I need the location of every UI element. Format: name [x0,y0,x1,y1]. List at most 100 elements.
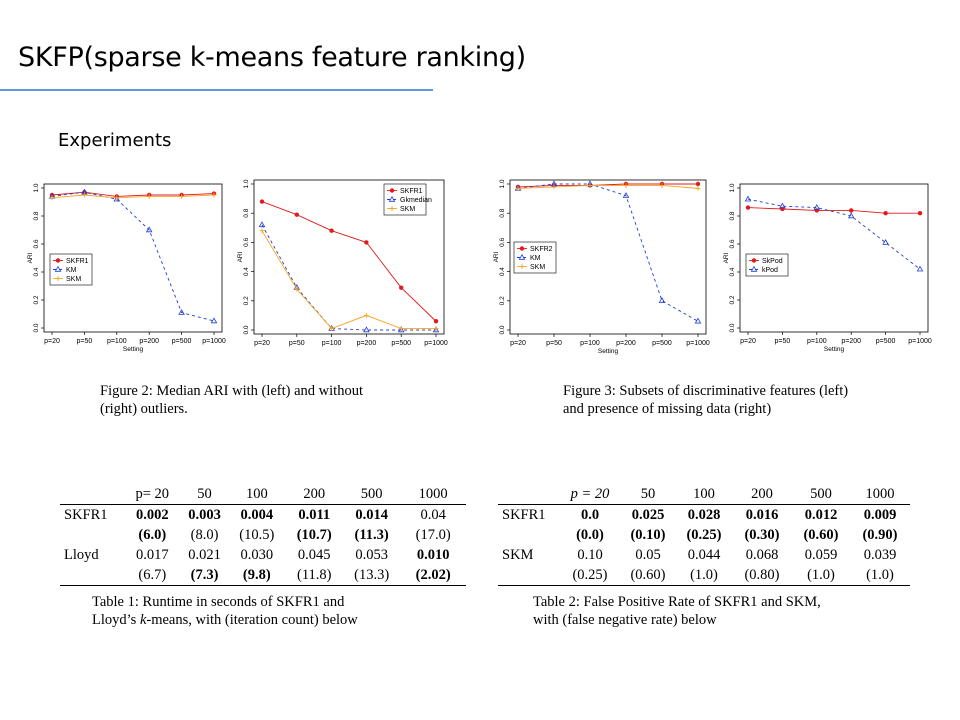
data-point [883,211,888,216]
table-cell: 0.059 [804,546,838,563]
table-header-cell: 500 [360,485,383,502]
figure2-caption: Figure 2: Median ARI with (left) and wit… [100,382,363,418]
legend-label: SKM [66,276,81,283]
series-skm [49,192,217,201]
x-tick-label: p=1000 [424,340,448,347]
data-point [916,265,924,272]
y-tick-label: 1.0 [33,183,40,192]
table-row: SKFR1 0.002 0.003 0.004 0.011 0.014 0.04 [60,505,466,526]
table-row-label: Lloyd [64,546,99,563]
table-header-cell [60,484,124,505]
table-cell: (11.3) [354,526,389,543]
table-row-label: SKM [502,546,534,563]
legend-box [383,183,427,216]
table-cell: (9.8) [242,566,271,583]
y-tick-label: 0.2 [33,295,40,304]
table1-caption-line2-a: Lloyd’s [92,612,140,628]
legend-marker [519,246,525,251]
y-tick-label: 0.0 [499,325,506,334]
table-cell: 0.004 [240,506,274,523]
table-row-label: SKFR1 [502,506,546,523]
chart-fig3-left: 0.0 0.2 0.4 0.6 0.8 1.0 ARI p=20 p=50 p=100 p=200 p… [490,172,712,362]
legend-marker [55,276,61,281]
chart-legend: SKFR1 Gkmedian SKM [383,183,432,216]
figure2-caption-line2: (right) outliers. [100,401,188,417]
data-point [658,297,666,303]
data-point [695,185,701,191]
data-point [849,208,854,213]
table-header-cell: 100 [245,485,268,502]
legend-marker [54,265,62,272]
legend-label: SKFR1 [66,258,89,265]
table-cell: (0.80) [744,566,780,583]
data-point [814,208,819,213]
table2-caption: Table 2: False Positive Rate of SKFR1 an… [533,593,821,629]
y-axis-label: ARI [27,252,34,263]
series-line [261,230,436,330]
table-header-cell: 1000 [865,485,895,502]
figure2-caption-line1: Figure 2: Median ARI with (left) and wit… [100,383,363,399]
x-tick-label: p=100 [322,340,342,347]
table-runtime-body: SKFR1 0.002 0.003 0.004 0.011 0.014 0.04 (6.0)(… [60,505,466,586]
y-tick-label: 0.4 [33,267,40,276]
legend-marker [389,188,395,193]
series-line [51,194,215,199]
data-point [398,326,404,332]
chart-legend: SkPod kPod [745,253,789,277]
table-cell: (0.25) [572,566,608,583]
data-point [258,221,266,228]
series-line [747,207,920,214]
x-tick-label: p=500 [652,340,672,347]
legend-marker [519,264,525,269]
y-tick-label: 0.8 [729,211,736,220]
x-tick-label: p=200 [357,340,377,347]
table-row-label [60,565,124,586]
table-cell: 0.012 [804,506,838,523]
table-row-label [498,525,560,545]
chart-fig2-right-svg: 0.0 0.2 0.4 0.6 0.8 1.0 ARI p=20 p=50 p=100 p=200 p… [237,179,448,347]
plot-frame [43,183,223,333]
table-cell: (11.8) [296,566,332,583]
table-runtime-header: p= 20 50 100 200 500 1000 [60,484,466,505]
y-tick-label: 0.0 [33,323,40,332]
data-point [694,317,702,324]
table-row: (6.7) (7.3) (9.8) (11.8) (13.3) (2.02) [60,565,466,586]
x-tick-label: p=50 [77,338,93,345]
table-header-row: p = 20 50 100 200 500 1000 [498,484,910,505]
table-cell: 0.002 [135,506,169,523]
plot-frame [739,183,929,333]
table-runtime: p= 20 50 100 200 500 1000 SKFR1 0.002 0.003 0.00… [60,484,466,586]
data-point [363,312,369,318]
table-cell: 0.05 [635,546,661,563]
table-cell: 0.045 [297,546,331,563]
table-cell: (10.7) [296,526,332,543]
data-point [622,192,630,198]
x-tick-label: p=20 [44,338,60,345]
table-cell: (1.0) [866,566,894,583]
data-point [364,240,369,245]
y-tick-label: 0.2 [729,295,736,304]
legend-marker [388,195,396,202]
x-tick-label: p=100 [107,338,127,345]
x-tick-label: p=1000 [686,340,710,347]
x-tick-label: p=500 [172,338,192,345]
table-cell: 0.04 [420,506,446,523]
data-point [551,184,557,190]
x-tick-label: p=20 [740,338,756,345]
data-point [695,181,701,187]
table1-caption-line2: Lloyd’s k-means, with (iteration count) … [92,611,358,629]
data-point [114,195,120,201]
data-point [659,182,665,188]
series-line [517,183,698,188]
chart-fig2-left-svg: 0.0 0.2 0.4 0.6 0.8 1.0 ARI p=20 p=50 p=100 p=200 p… [27,183,226,353]
table-header-cell: 500 [810,485,832,502]
table-cell: 0.068 [745,546,779,563]
table-cell: (2.02) [415,566,451,583]
table-cell: 0.028 [687,506,721,523]
table-cell: (10.5) [239,526,275,543]
table-cell: 0.025 [631,506,665,523]
series-skm [259,228,439,332]
legend-marker [751,258,757,263]
data-point [917,211,923,216]
x-tick-label: p=20 [254,340,270,347]
